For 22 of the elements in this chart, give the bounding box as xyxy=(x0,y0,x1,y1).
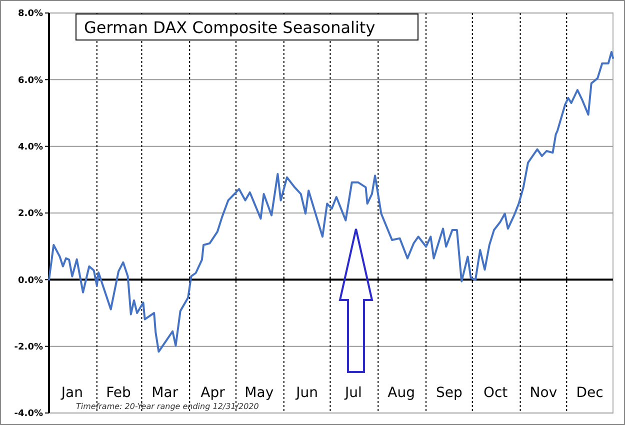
y-tick-label: -2.0% xyxy=(14,342,43,352)
x-tick-label: Mar xyxy=(152,385,178,401)
y-tick-label: 8.0% xyxy=(18,9,43,20)
x-tick-label: Feb xyxy=(106,385,132,401)
line-series xyxy=(48,51,614,353)
chart-title: German DAX Composite Seasonality xyxy=(84,18,376,37)
x-tick-label: Jul xyxy=(344,385,362,401)
y-tick-label: -4.0% xyxy=(14,409,43,420)
x-tick-label: May xyxy=(244,385,274,401)
x-tick-label: Sep xyxy=(436,385,463,401)
y-tick-label: 2.0% xyxy=(18,209,43,220)
y-tick-label: 4.0% xyxy=(18,142,43,152)
x-tick-label: Aug xyxy=(388,385,415,401)
y-tick-label: 6.0% xyxy=(18,76,43,86)
x-tick-label: Nov xyxy=(530,385,558,401)
annotation: Timeframe: 20-Year range ending 12/31/2020 xyxy=(76,402,259,411)
x-tick-label: Oct xyxy=(483,385,508,401)
x-tick-label: Jan xyxy=(60,385,83,401)
x-tick-label: Jun xyxy=(295,385,318,401)
x-tick-label: Apr xyxy=(200,385,226,401)
x-tick-label: Dec xyxy=(576,385,604,401)
y-tick-label: 0.0% xyxy=(18,276,43,286)
